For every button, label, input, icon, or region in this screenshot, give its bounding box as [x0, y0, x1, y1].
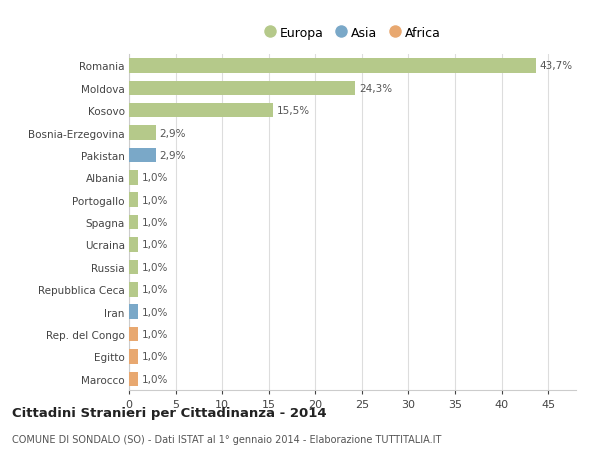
Bar	[129, 81, 355, 96]
Text: 2,9%: 2,9%	[160, 128, 186, 138]
Bar	[129, 238, 139, 252]
Text: 43,7%: 43,7%	[539, 61, 573, 71]
Bar	[129, 215, 139, 230]
Text: 1,0%: 1,0%	[142, 329, 169, 339]
Text: 1,0%: 1,0%	[142, 307, 169, 317]
Bar	[129, 372, 139, 386]
Text: 1,0%: 1,0%	[142, 285, 169, 295]
Bar	[129, 104, 274, 118]
Text: 15,5%: 15,5%	[277, 106, 310, 116]
Text: 1,0%: 1,0%	[142, 374, 169, 384]
Bar	[129, 349, 139, 364]
Text: 1,0%: 1,0%	[142, 262, 169, 272]
Bar	[129, 193, 139, 207]
Bar	[129, 148, 156, 163]
Bar	[129, 59, 536, 73]
Text: 1,0%: 1,0%	[142, 352, 169, 362]
Bar	[129, 260, 139, 274]
Text: COMUNE DI SONDALO (SO) - Dati ISTAT al 1° gennaio 2014 - Elaborazione TUTTITALIA: COMUNE DI SONDALO (SO) - Dati ISTAT al 1…	[12, 434, 442, 444]
Legend: Europa, Asia, Africa: Europa, Asia, Africa	[261, 23, 444, 43]
Text: 1,0%: 1,0%	[142, 173, 169, 183]
Bar	[129, 282, 139, 297]
Bar	[129, 327, 139, 341]
Text: 1,0%: 1,0%	[142, 195, 169, 205]
Bar	[129, 126, 156, 140]
Text: 24,3%: 24,3%	[359, 84, 392, 94]
Text: 1,0%: 1,0%	[142, 218, 169, 228]
Bar	[129, 305, 139, 319]
Text: 2,9%: 2,9%	[160, 151, 186, 161]
Bar	[129, 171, 139, 185]
Text: 1,0%: 1,0%	[142, 240, 169, 250]
Text: Cittadini Stranieri per Cittadinanza - 2014: Cittadini Stranieri per Cittadinanza - 2…	[12, 406, 326, 419]
